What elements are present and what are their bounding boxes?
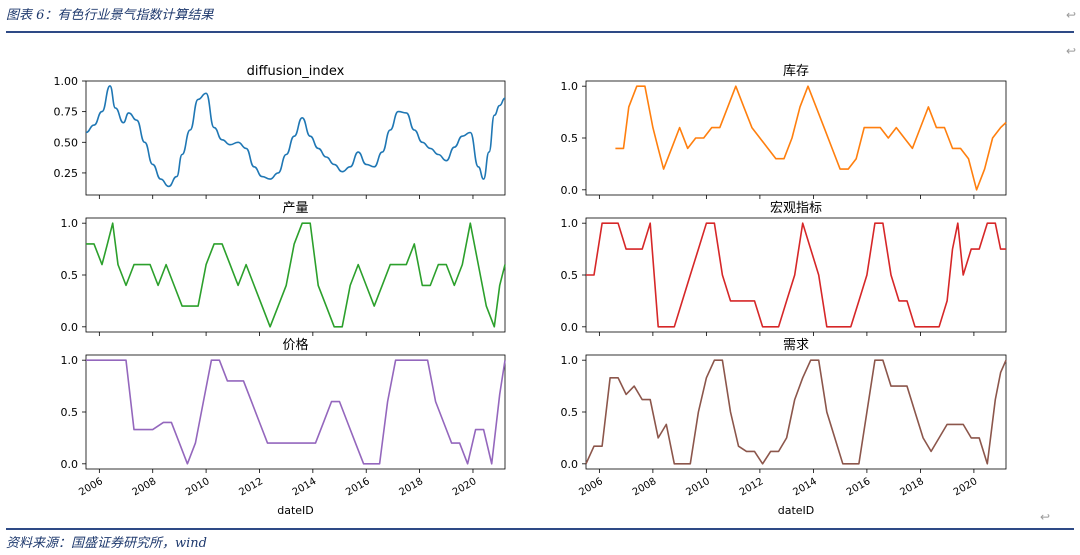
paragraph-mark: ↩ (1040, 510, 1051, 524)
y-tick-label: 0.5 (561, 269, 579, 282)
x-tick-label: 2014 (791, 476, 819, 498)
header-rule (6, 31, 1074, 33)
y-tick-label: 0.0 (561, 321, 579, 334)
plot-frame (85, 354, 506, 470)
series-line (86, 359, 506, 465)
x-tick-label: 2016 (344, 476, 372, 498)
x-tick-label: 2010 (684, 476, 712, 498)
y-tick-label: 1.0 (61, 217, 79, 230)
y-tick-label: 0.0 (61, 321, 79, 334)
y-tick-label: 1.0 (61, 354, 79, 367)
x-tick-label: 2014 (291, 476, 319, 498)
x-tick-label: 2020 (952, 476, 980, 498)
y-tick-label: 0.0 (561, 184, 579, 197)
series-line (615, 85, 1007, 191)
chart-title: 产量 (282, 201, 308, 216)
plot-frame (85, 80, 506, 196)
y-tick-label: 0.5 (561, 132, 579, 145)
plot-frame (85, 217, 506, 333)
x-tick-label: 2018 (898, 476, 926, 498)
y-tick-label: 0.5 (561, 406, 579, 419)
paragraph-mark: ↩ (1066, 44, 1077, 58)
chart-title: 价格 (282, 337, 308, 353)
y-tick-label: 0.5 (61, 406, 79, 419)
plot-frame (585, 354, 1007, 470)
footer-rule (6, 528, 1074, 530)
x-axis-label: dateID (277, 504, 314, 517)
source-note: 资料来源：国盛证券研究所，wind (6, 536, 207, 551)
x-tick-label: 2020 (451, 476, 479, 498)
y-tick-label: 1.0 (561, 354, 579, 367)
x-tick-label: 2018 (398, 476, 426, 498)
plot-frame (585, 80, 1007, 196)
y-tick-label: 0.5 (61, 269, 79, 282)
chart-title: 需求 (783, 338, 809, 353)
x-tick-label: 2010 (184, 476, 212, 498)
y-tick-label: 1.0 (561, 217, 579, 230)
series-line (86, 222, 506, 328)
series-line (585, 359, 1007, 465)
y-tick-label: 0.25 (54, 167, 79, 180)
x-tick-label: 2006 (77, 476, 105, 498)
x-tick-label: 2012 (738, 476, 766, 498)
chart-title: 库存 (783, 63, 809, 79)
y-tick-label: 0.0 (561, 458, 579, 471)
x-axis-label: dateID (778, 504, 815, 517)
x-tick-label: 2008 (131, 476, 159, 498)
y-tick-label: 0.0 (61, 458, 79, 471)
x-tick-label: 2008 (631, 476, 659, 498)
figure-caption: 图表 6：有色行业景气指数计算结果 (6, 8, 214, 23)
paragraph-mark: ↩ (1066, 8, 1077, 22)
chart-title: diffusion_index (247, 64, 345, 79)
x-tick-label: 2016 (845, 476, 873, 498)
y-tick-label: 0.50 (54, 136, 79, 149)
series-line (85, 85, 506, 188)
x-tick-label: 2006 (577, 476, 605, 498)
x-tick-label: 2012 (237, 476, 265, 498)
y-tick-label: 1.0 (561, 80, 579, 93)
y-tick-label: 0.75 (54, 106, 79, 119)
y-tick-label: 1.00 (54, 75, 79, 88)
series-line (586, 222, 1006, 328)
chart-title: 宏观指标 (770, 201, 822, 216)
